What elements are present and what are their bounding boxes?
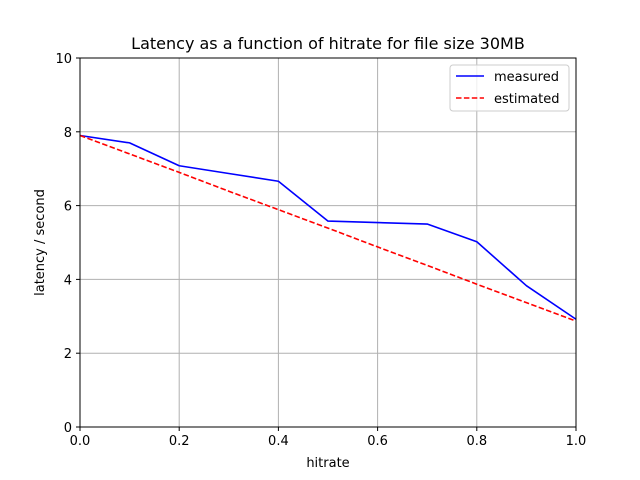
x-tick-label: 0.0 <box>70 434 91 449</box>
y-tick-label: 6 <box>64 200 72 215</box>
axis-ticks: 0.0 0.2 0.4 0.6 0.8 1.0 0 2 4 6 8 10 <box>55 52 586 449</box>
y-tick-label: 2 <box>64 347 72 362</box>
y-tick-label: 10 <box>55 52 72 67</box>
series-layer <box>79 134 577 322</box>
x-tick-label: 1.0 <box>566 434 587 449</box>
legend-label-estimated: estimated <box>494 92 559 107</box>
grid-lines <box>79 57 577 428</box>
x-tick-label: 0.4 <box>268 434 289 449</box>
series-line-estimated <box>79 134 577 322</box>
legend-label-measured: measured <box>494 70 559 85</box>
y-tick-label: 4 <box>64 273 72 288</box>
x-axis-label: hitrate <box>306 456 349 471</box>
y-tick-label: 8 <box>64 126 72 141</box>
chart-title: Latency as a function of hitrate for fil… <box>131 34 525 53</box>
legend: measured estimated <box>449 64 570 112</box>
x-tick-label: 0.6 <box>367 434 388 449</box>
y-tick-label: 0 <box>64 421 72 436</box>
x-tick-label: 0.2 <box>169 434 190 449</box>
plot-frame <box>79 57 577 428</box>
series-line-measured <box>79 134 577 320</box>
x-tick-label: 0.8 <box>466 434 487 449</box>
y-axis-label: latency / second <box>33 189 48 296</box>
